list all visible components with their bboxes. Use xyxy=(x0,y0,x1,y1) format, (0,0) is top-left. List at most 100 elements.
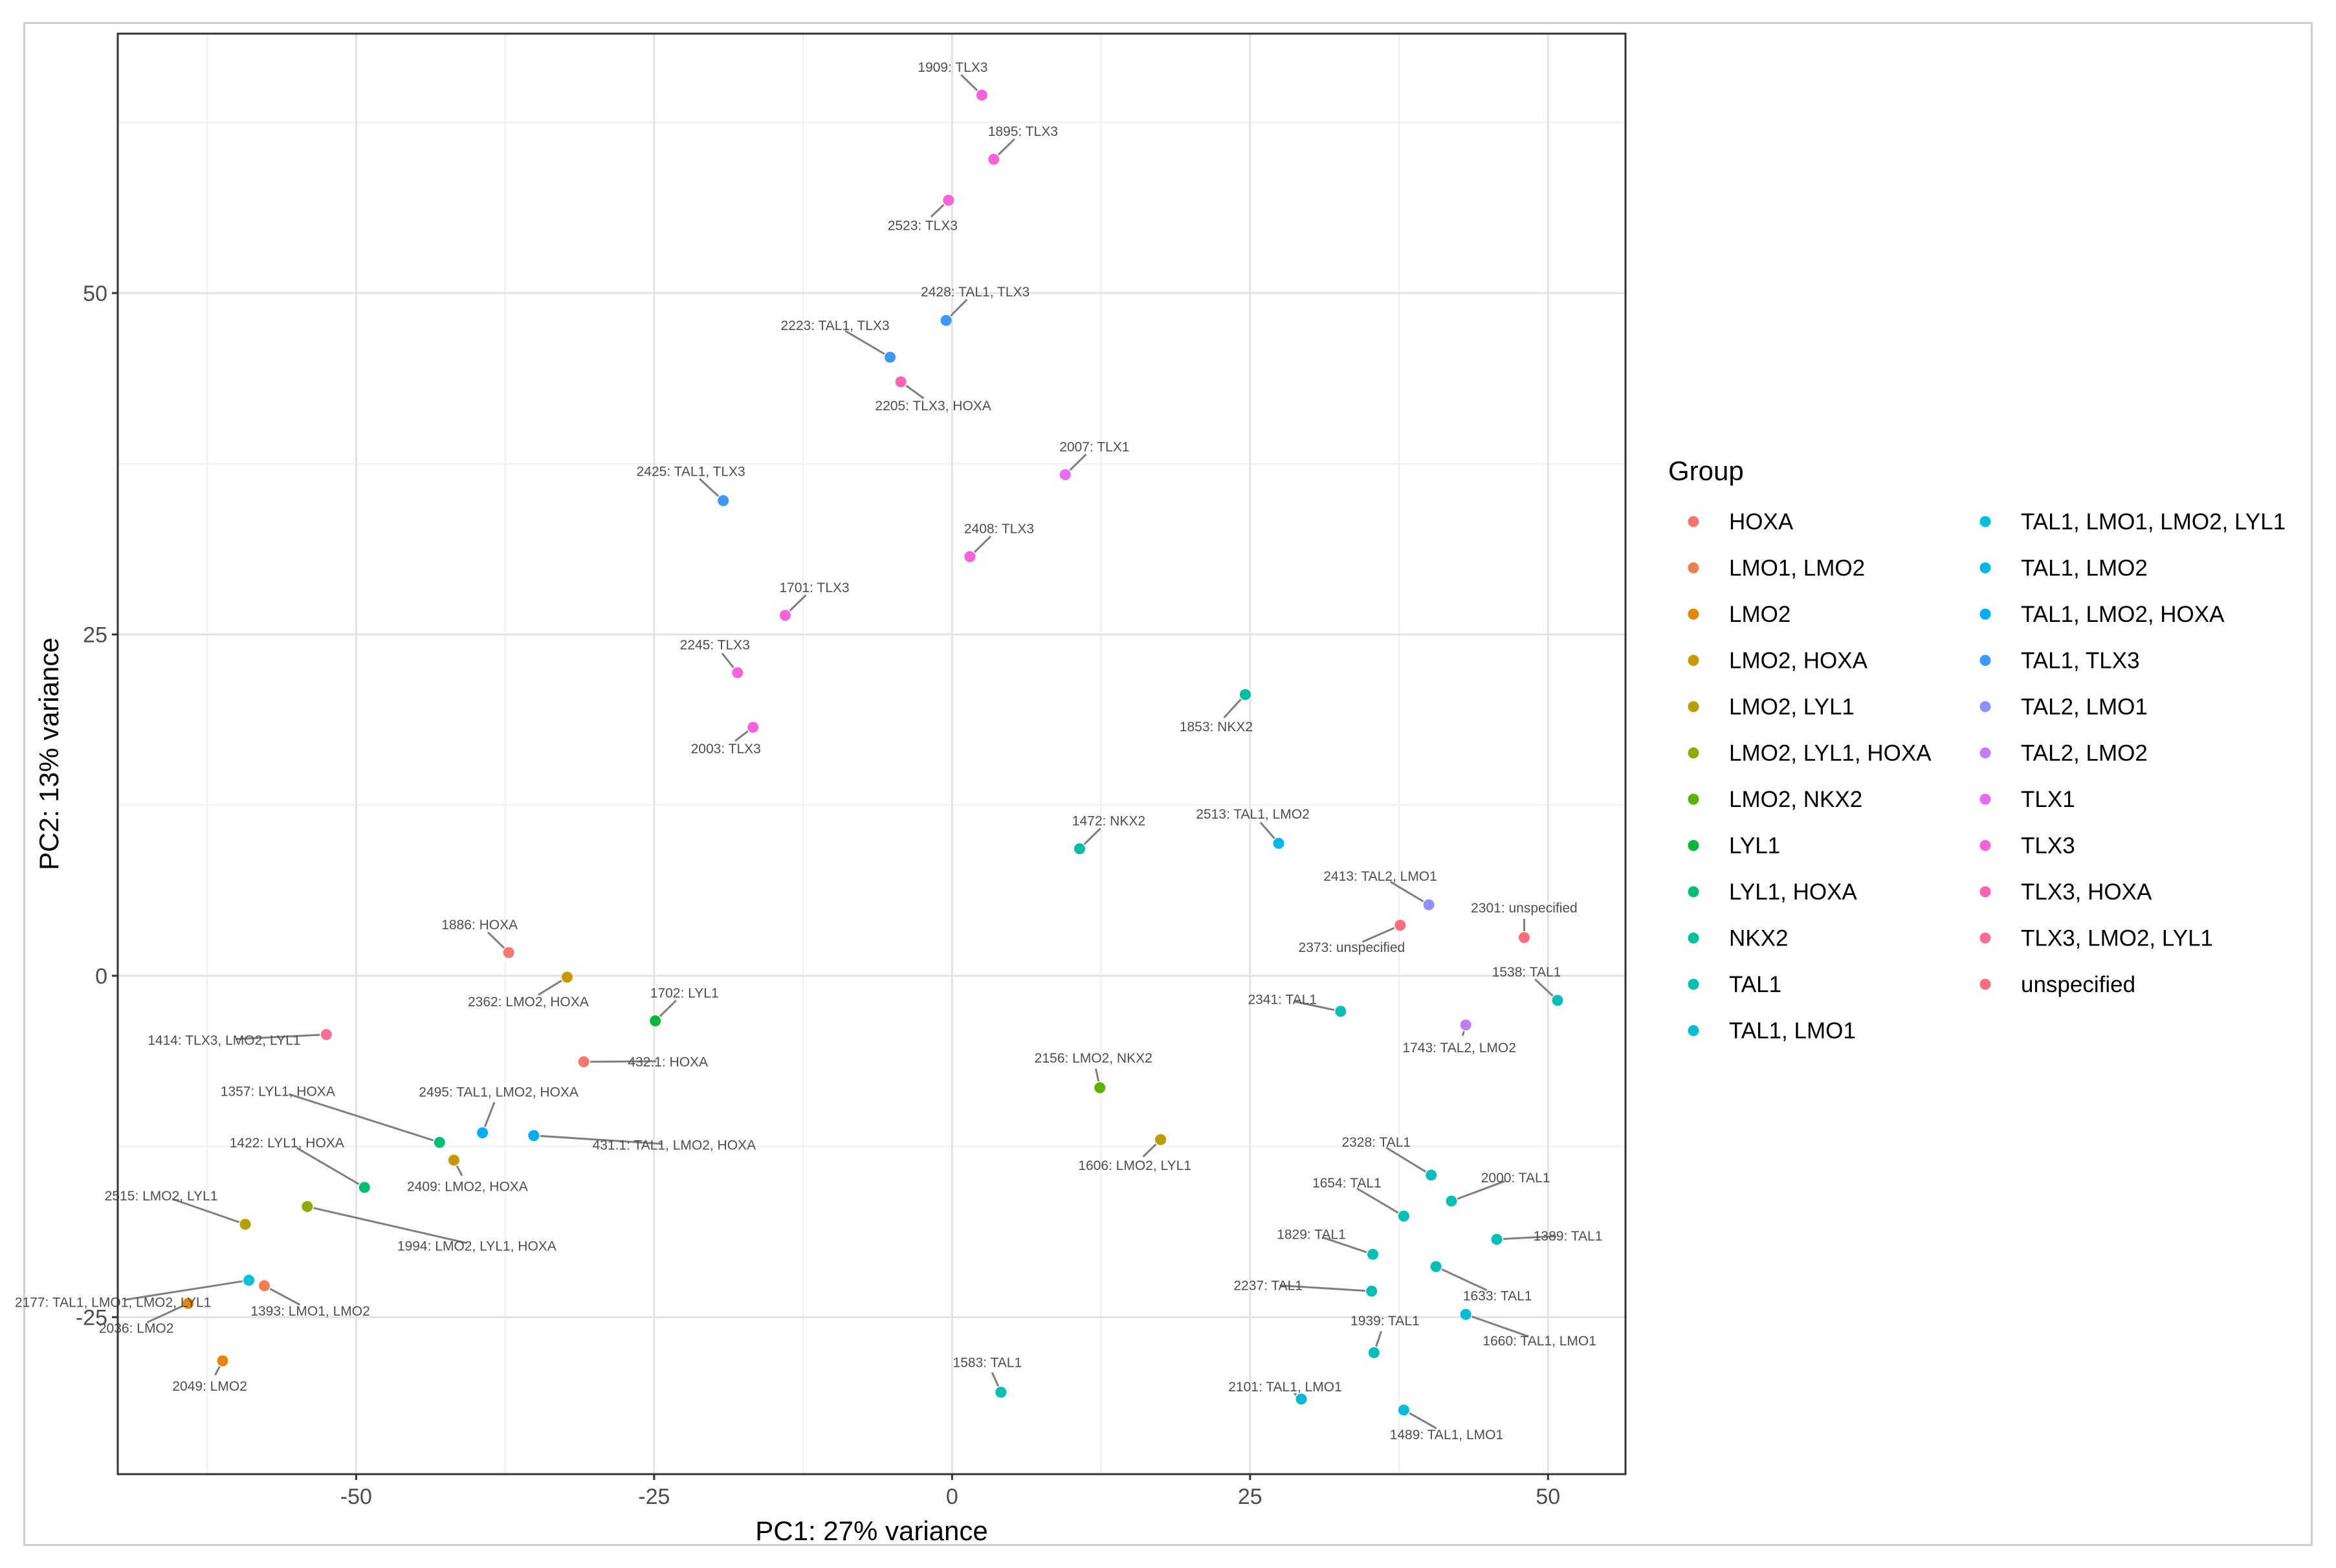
point-label: 2301: unspecified xyxy=(1471,901,1578,916)
leader-line xyxy=(171,1198,240,1224)
legend-key xyxy=(1688,562,1699,573)
leader-line xyxy=(1069,454,1087,471)
y-tick-label: 0 xyxy=(95,964,107,989)
label-leader-lines xyxy=(124,74,1557,1430)
leader-line xyxy=(236,1033,320,1041)
leader-line xyxy=(844,329,885,355)
data-point xyxy=(976,89,987,101)
data-point xyxy=(943,194,954,206)
data-point xyxy=(1430,1261,1442,1272)
legend-label: TAL2, LMO1 xyxy=(2021,694,2148,720)
legend-key xyxy=(1979,655,1991,666)
leader-line xyxy=(1441,1268,1488,1292)
point-label: 2513: TAL1, LMO2 xyxy=(1196,807,1310,822)
legend-label: TAL1, LMO2, HOXA xyxy=(2021,602,2225,627)
legend-label: LMO2 xyxy=(1729,602,1791,627)
plot-panel-border xyxy=(116,32,1627,1475)
leader-line xyxy=(1095,1068,1100,1082)
leader-line xyxy=(540,1134,663,1145)
data-point xyxy=(650,1015,661,1026)
leader-line xyxy=(659,1000,677,1017)
x-tick-label: 25 xyxy=(1238,1485,1262,1509)
legend-key xyxy=(1979,793,1991,805)
point-label: 1701: TLX3 xyxy=(779,580,849,595)
point-label: 2000: TAL1 xyxy=(1481,1171,1550,1186)
data-point xyxy=(1155,1134,1167,1145)
point-label: 1660: TAL1, LMO1 xyxy=(1482,1334,1596,1349)
leader-line xyxy=(1294,1000,1335,1011)
point-label: 1489: TAL1, LMO1 xyxy=(1390,1428,1504,1442)
leader-line xyxy=(1385,1147,1427,1173)
legend-label: TLX3, LMO2, LYL1 xyxy=(2021,926,2213,951)
legend-key xyxy=(1979,978,1991,990)
leader-line xyxy=(950,298,968,317)
point-label: 2373: unspecified xyxy=(1299,940,1405,955)
data-point xyxy=(1273,837,1284,849)
data-point xyxy=(259,1280,270,1292)
leader-line xyxy=(296,1147,360,1186)
legend-label: LMO1, LMO2 xyxy=(1729,556,1865,581)
point-labels: 1909: TLX3 1895: TLX3 2523: TLX3 2428: TAL1… xyxy=(15,60,1603,1442)
leader-line xyxy=(124,1280,243,1301)
legend-label: NKX2 xyxy=(1729,926,1788,951)
data-point xyxy=(1366,1285,1378,1297)
data-point xyxy=(1094,1082,1106,1094)
leader-line xyxy=(1294,1393,1297,1396)
data-point xyxy=(578,1056,590,1068)
data-point xyxy=(320,1029,332,1041)
leader-line xyxy=(146,1305,183,1324)
legend-label: LMO2, NKX2 xyxy=(1729,787,1862,812)
leader-line xyxy=(313,1207,466,1244)
legend-key xyxy=(1688,516,1699,527)
point-label: 2245: TLX3 xyxy=(680,637,750,652)
legend-label: LMO2, LYL1 xyxy=(1729,694,1855,720)
point-label: 2237: TAL1 xyxy=(1233,1278,1303,1293)
data-point xyxy=(561,971,573,983)
point-label: 1654: TAL1 xyxy=(1312,1176,1382,1191)
data-point xyxy=(217,1355,228,1367)
data-point xyxy=(434,1136,445,1148)
data-point xyxy=(1491,1233,1503,1245)
legend-key xyxy=(1688,933,1699,944)
data-point xyxy=(1239,689,1251,700)
data-point xyxy=(302,1200,313,1212)
point-label: 2495: TAL1, LMO2, HOXA xyxy=(419,1085,578,1100)
point-label: 1357: LYL1, HOXA xyxy=(221,1084,335,1099)
leader-line xyxy=(1259,821,1275,839)
point-label: 1829: TAL1 xyxy=(1277,1227,1346,1242)
point-label: 1414: TLX3, LMO2, LYL1 xyxy=(148,1033,300,1048)
point-label: 2007: TLX1 xyxy=(1059,440,1129,455)
point-label: 2409: LMO2, HOXA xyxy=(407,1180,528,1195)
data-point xyxy=(358,1182,370,1193)
leader-line xyxy=(1223,698,1242,718)
leader-line xyxy=(930,204,945,218)
legend-key xyxy=(1688,886,1699,898)
legend-label: TAL2, LMO2 xyxy=(2021,741,2148,766)
legend-label: TAL1, LMO1 xyxy=(1729,1019,1856,1044)
leader-line xyxy=(789,594,807,612)
leader-line xyxy=(1457,1180,1505,1200)
x-tick-label: -50 xyxy=(340,1485,372,1509)
data-point xyxy=(1398,1210,1409,1222)
legend-label: TAL1, LMO1, LMO2, LYL1 xyxy=(2021,509,2286,535)
leader-line xyxy=(1389,881,1424,903)
data-point xyxy=(779,610,791,621)
data-point xyxy=(964,551,976,562)
point-label: 2413: TAL2, LMO1 xyxy=(1323,869,1437,884)
x-axis-title: PC1: 27% variance xyxy=(755,1516,988,1546)
legend-key xyxy=(1688,608,1699,620)
x-tick-label: 50 xyxy=(1536,1485,1560,1509)
legend-key xyxy=(1688,655,1699,666)
data-point xyxy=(528,1130,540,1142)
point-label: 2223: TAL1, TLX3 xyxy=(780,318,889,333)
data-point xyxy=(1059,469,1071,481)
legend-key xyxy=(1979,516,1991,527)
data-point xyxy=(940,315,952,326)
data-point xyxy=(732,667,744,678)
legend-label: TAL1, LMO2 xyxy=(2021,556,2148,581)
data-points xyxy=(182,89,1563,1416)
data-point xyxy=(747,722,759,733)
leader-line xyxy=(1461,1030,1465,1036)
legend-label: TLX1 xyxy=(2021,787,2075,812)
